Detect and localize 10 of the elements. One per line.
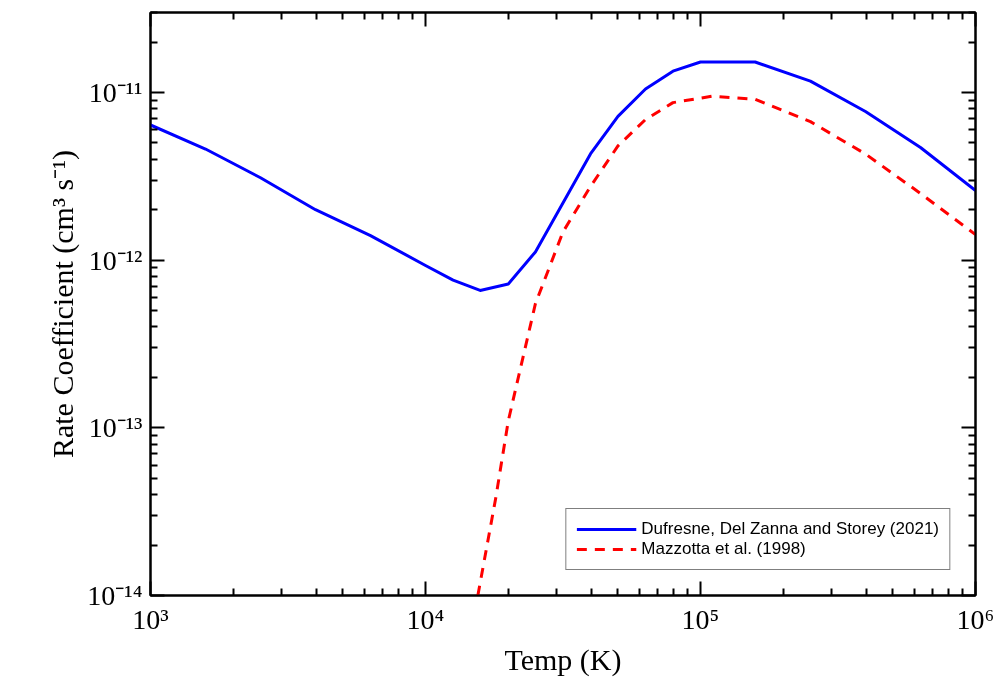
legend-label: Dufresne, Del Zanna and Storey (2021) [641,519,939,539]
x-axis-title: Temp (K) [504,642,622,677]
y-tick-label: 10⁻¹² [88,244,143,276]
legend-label: Mazzotta et al. (1998) [641,539,806,559]
x-tick-label: 10⁶ [956,603,995,635]
y-tick-label: 10⁻¹³ [88,412,143,444]
x-tick-label: 10⁴ [406,603,445,635]
y-tick-label: 10⁻¹¹ [88,77,143,108]
y-axis-title: Rate Coefficient (cm³ s⁻¹) [46,149,81,459]
x-tick-label: 10⁵ [681,603,720,635]
